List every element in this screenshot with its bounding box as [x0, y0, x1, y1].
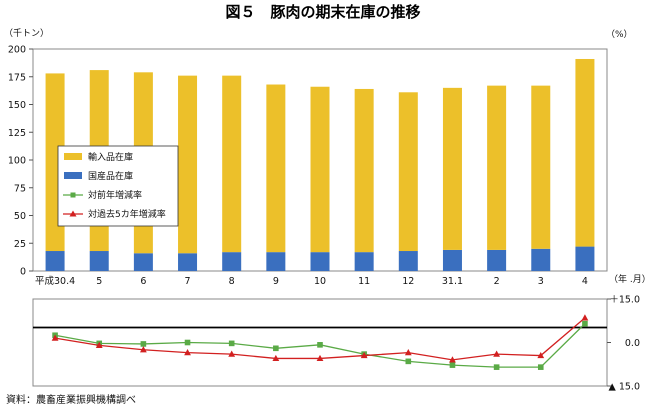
bar-domestic: [354, 252, 374, 271]
point-yoy: [273, 345, 279, 352]
point-5yr: [449, 356, 456, 363]
bar-imported: [266, 84, 286, 253]
legend-marker-yoy: [70, 192, 76, 198]
legend-swatch-domestic: [64, 172, 82, 179]
line-y-axis: ＋15.0 0.0 ▲ 15.0: [607, 295, 640, 393]
line-series: [51, 314, 589, 370]
point-5yr: [184, 349, 191, 356]
bar-domestic: [398, 251, 418, 271]
bar-y-tick-label: 175: [8, 72, 26, 83]
bar-domestic: [222, 252, 242, 271]
line-y-unit-label: （%）: [606, 29, 633, 40]
point-5yr: [316, 354, 324, 362]
point-5yr: [360, 351, 368, 359]
source-note: 資料：農畜産業振興機構調べ: [6, 393, 136, 406]
chart-title: 図５ 豚肉の期末在庫の推移: [225, 3, 420, 21]
bar-domestic: [442, 249, 462, 271]
point-yoy: [184, 339, 191, 346]
x-tick-label: 6: [140, 276, 146, 287]
legend: 輸入品在庫 国産品在庫 対前年増減率 対過去5カ年増減率: [57, 145, 179, 227]
line-y-tick-label: 0.0: [625, 338, 640, 349]
bar-domestic: [89, 251, 109, 271]
bar-domestic: [178, 253, 198, 271]
bar-domestic: [487, 249, 507, 271]
bar-y-tick-label: 100: [8, 156, 26, 167]
legend-label-yoy: 対前年増減率: [88, 189, 142, 201]
point-yoy: [140, 341, 147, 347]
bar-y-axis: 0 25 50 75 100 125 150 175 200: [8, 45, 33, 278]
point-5yr: [581, 314, 589, 321]
bar-y-tick-label: 150: [8, 100, 26, 111]
bar-y-tick-label: 200: [8, 45, 26, 56]
x-tick-label: 9: [273, 276, 279, 287]
point-5yr: [95, 341, 103, 348]
point-yoy: [449, 362, 456, 368]
legend-label-domestic: 国産品在庫: [88, 170, 133, 182]
bar-y-unit-label: （千トン）: [4, 28, 49, 39]
x-tick-label: 4: [582, 276, 588, 287]
x-tick-label: 12: [402, 276, 414, 287]
x-tick-label: 11: [358, 276, 370, 287]
point-5yr: [51, 334, 59, 341]
point-5yr: [493, 350, 501, 357]
bar-imported: [442, 87, 462, 250]
point-yoy: [537, 364, 544, 370]
line-y-tick-label: ▲ 15.0: [609, 382, 640, 393]
line-5yr: [54, 317, 586, 361]
legend-label-5yr: 対過去5カ年増減率: [88, 208, 166, 220]
x-tick-label: 2: [494, 276, 500, 287]
point-yoy: [317, 342, 323, 348]
x-axis-tick-labels: 平成30.4 5 6 7 8 9 10 11 12 31.1 2 3 4: [35, 275, 588, 287]
x-tick-label: 7: [185, 276, 191, 287]
bar-y-tick-label: 125: [8, 128, 26, 139]
bar-imported: [531, 85, 551, 249]
x-unit-label: （年 .月）: [609, 273, 646, 285]
bar-domestic: [133, 253, 153, 271]
bar-imported: [398, 92, 418, 252]
point-5yr: [139, 346, 147, 353]
legend-label-imported: 輸入品在庫: [88, 151, 133, 163]
bar-y-tick-label: 75: [14, 183, 26, 194]
x-tick-label: 3: [538, 276, 544, 287]
x-tick-label: 10: [314, 276, 326, 287]
point-5yr: [228, 350, 236, 357]
bar-y-tick-label: 0: [20, 267, 26, 278]
bar-imported: [575, 58, 595, 247]
bar-domestic: [310, 252, 330, 271]
line-y-tick-label: ＋15.0: [609, 295, 640, 306]
point-5yr: [404, 349, 412, 356]
bar-imported: [178, 75, 198, 254]
legend-marker-5yr: [69, 210, 77, 217]
legend-swatch-imported: [64, 153, 82, 160]
point-5yr: [537, 351, 545, 359]
bar-y-tick-label: 50: [14, 211, 26, 222]
point-yoy: [582, 320, 588, 327]
bar-domestic: [45, 251, 65, 271]
x-tick-label: 5: [96, 276, 102, 287]
bar-domestic: [531, 248, 551, 271]
bar-imported: [354, 88, 374, 253]
x-tick-label: 8: [229, 276, 235, 287]
bar-domestic: [575, 246, 595, 271]
point-yoy: [228, 340, 235, 347]
bar-domestic: [266, 252, 286, 271]
bar-imported: [222, 75, 242, 253]
bar-imported: [487, 85, 507, 250]
point-yoy: [493, 364, 500, 370]
x-tick-label: 平成30.4: [35, 275, 75, 287]
point-yoy: [405, 358, 412, 365]
bar-y-tick-label: 25: [14, 239, 26, 250]
bar-imported: [310, 86, 330, 253]
x-tick-label: 31.1: [442, 276, 463, 287]
point-5yr: [272, 354, 280, 362]
